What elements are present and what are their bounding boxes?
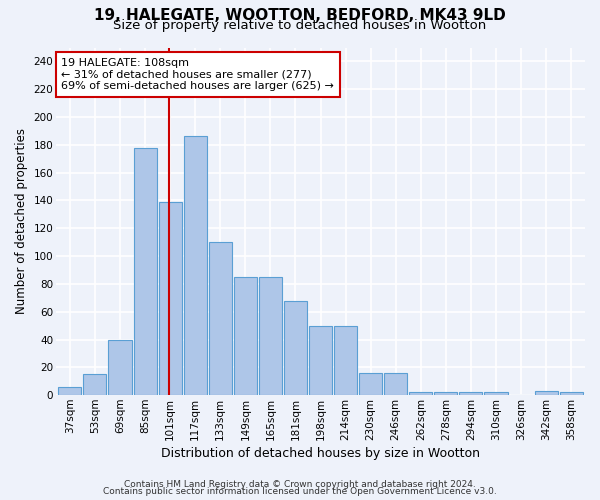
Text: 19 HALEGATE: 108sqm
← 31% of detached houses are smaller (277)
69% of semi-detac: 19 HALEGATE: 108sqm ← 31% of detached ho… xyxy=(61,58,334,91)
Bar xyxy=(309,326,332,395)
Bar xyxy=(284,300,307,395)
Bar xyxy=(158,202,182,395)
Text: 19, HALEGATE, WOOTTON, BEDFORD, MK43 9LD: 19, HALEGATE, WOOTTON, BEDFORD, MK43 9LD xyxy=(94,8,506,22)
Bar xyxy=(434,392,457,395)
Bar xyxy=(484,392,508,395)
Bar xyxy=(83,374,106,395)
Bar xyxy=(460,392,482,395)
Bar xyxy=(384,373,407,395)
Bar xyxy=(535,391,557,395)
Bar xyxy=(58,387,82,395)
Bar xyxy=(359,373,382,395)
X-axis label: Distribution of detached houses by size in Wootton: Distribution of detached houses by size … xyxy=(161,447,480,460)
Bar xyxy=(234,277,257,395)
Bar xyxy=(184,136,207,395)
Bar xyxy=(334,326,357,395)
Text: Contains HM Land Registry data © Crown copyright and database right 2024.: Contains HM Land Registry data © Crown c… xyxy=(124,480,476,489)
Bar xyxy=(109,340,131,395)
Text: Contains public sector information licensed under the Open Government Licence v3: Contains public sector information licen… xyxy=(103,487,497,496)
Bar xyxy=(409,392,433,395)
Bar xyxy=(134,148,157,395)
Bar xyxy=(209,242,232,395)
Y-axis label: Number of detached properties: Number of detached properties xyxy=(15,128,28,314)
Bar xyxy=(259,277,282,395)
Bar xyxy=(560,392,583,395)
Text: Size of property relative to detached houses in Wootton: Size of property relative to detached ho… xyxy=(113,19,487,32)
